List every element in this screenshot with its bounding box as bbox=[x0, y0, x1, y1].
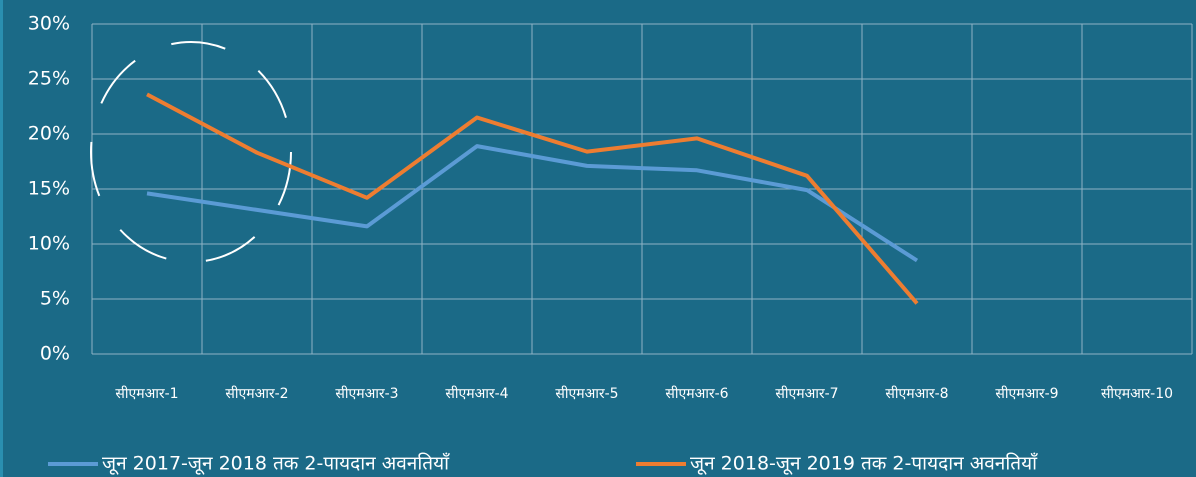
y-tick-label: 10% bbox=[28, 233, 70, 255]
y-tick-label: 0% bbox=[40, 343, 70, 365]
x-tick-label: सीएमआर-9 bbox=[995, 385, 1058, 402]
y-tick-label: 5% bbox=[40, 288, 70, 310]
x-tick-label: सीएमआर-10 bbox=[1101, 385, 1173, 402]
x-tick-label: सीएमआर-5 bbox=[555, 385, 618, 402]
series-line bbox=[146, 92, 919, 305]
series-line bbox=[146, 144, 919, 263]
legend-label: जून 2017-जून 2018 तक 2-पायदान अवनतियाँ bbox=[102, 452, 450, 476]
y-tick-label: 20% bbox=[28, 123, 70, 145]
highlight-circle bbox=[90, 41, 292, 263]
left-border bbox=[0, 0, 3, 477]
x-tick-label: सीएमआर-6 bbox=[665, 385, 728, 402]
x-tick-label: सीएमआर-1 bbox=[115, 385, 178, 402]
x-tick-label: सीएमआर-2 bbox=[225, 385, 288, 402]
y-tick-label: 25% bbox=[28, 68, 70, 90]
y-tick-label: 15% bbox=[28, 178, 70, 200]
x-tick-label: सीएमआर-7 bbox=[775, 385, 838, 402]
x-tick-label: सीएमआर-3 bbox=[335, 385, 398, 402]
x-tick-label: सीएमआर-4 bbox=[445, 385, 508, 402]
legend-label: जून 2018-जून 2019 तक 2-पायदान अवनतियाँ bbox=[690, 452, 1038, 476]
y-tick-label: 30% bbox=[28, 13, 70, 35]
x-tick-label: सीएमआर-8 bbox=[885, 385, 948, 402]
